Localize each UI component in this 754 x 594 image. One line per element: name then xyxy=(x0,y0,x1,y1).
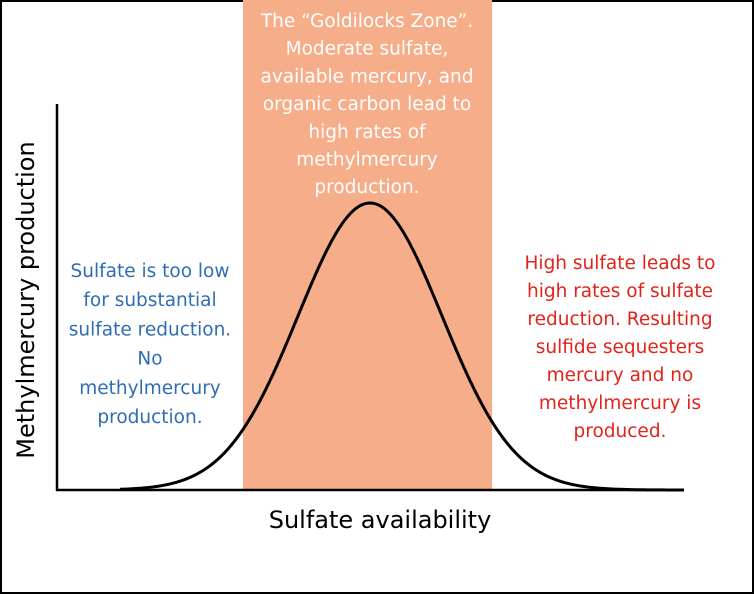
annotation-line: methylmercury xyxy=(296,150,438,171)
goldilocks-zone xyxy=(243,0,492,490)
goldilocks-annotation: The “Goldilocks Zone”. Moderate sulfate, a… xyxy=(260,11,474,198)
y-axis-label: Methylmercury production xyxy=(12,141,40,458)
annotation-line: high rates of xyxy=(308,122,426,143)
annotation-line: high rates of sulfate xyxy=(527,281,713,302)
annotation-line: production. xyxy=(314,177,419,198)
annotation-line: production. xyxy=(97,407,202,428)
bell-curve xyxy=(119,201,684,492)
annotation-line: available mercury, and xyxy=(260,66,473,87)
annotation-line: for substantial xyxy=(83,290,216,311)
annotation-line: methylmercury is xyxy=(539,393,701,414)
annotation-line: reduction. Resulting xyxy=(527,309,712,330)
annotation-line: sulfide sequesters xyxy=(536,337,705,358)
annotation-line: mercury and no xyxy=(547,365,694,386)
annotation-line: organic carbon lead to xyxy=(263,94,471,115)
annotation-line: Moderate sulfate, xyxy=(286,39,449,60)
annotation-line: sulfate reduction. xyxy=(69,319,231,340)
annotation-line: produced. xyxy=(574,421,667,442)
annotation-line: Sulfate is too low xyxy=(71,261,230,282)
annotation-line: The “Goldilocks Zone”. xyxy=(260,11,473,32)
high-sulfate-annotation: High sulfate leads to high rates of sulfa… xyxy=(525,253,716,442)
annotation-line: methylmercury xyxy=(79,378,221,399)
annotation-line: No xyxy=(137,349,162,370)
low-sulfate-annotation: Sulfate is too low for substantial sulfate… xyxy=(69,261,231,428)
x-axis-label: Sulfate availability xyxy=(269,506,492,534)
annotation-line: High sulfate leads to xyxy=(525,253,716,274)
